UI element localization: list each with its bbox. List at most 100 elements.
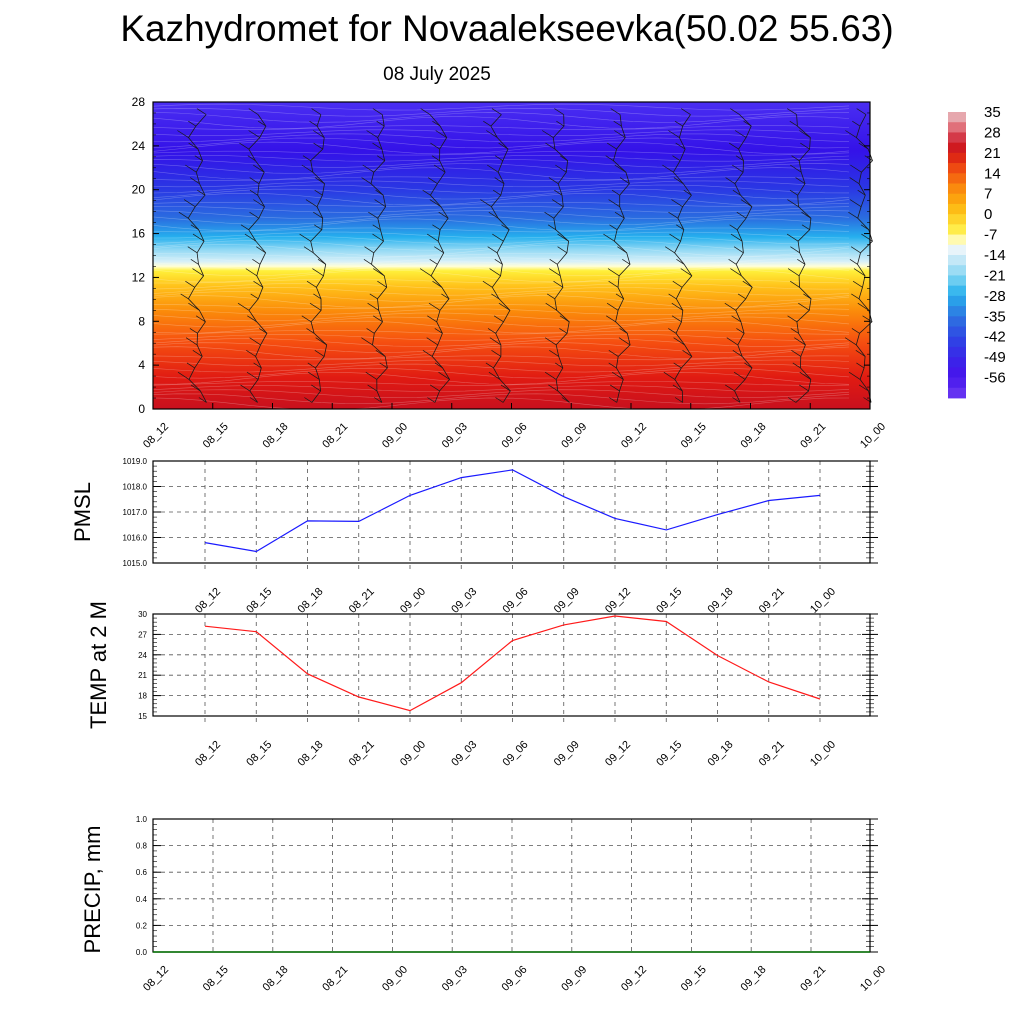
y-tick-label: 18 [138,692,147,701]
contour-line [152,116,850,129]
wind-barb-feather [619,328,628,334]
wind-barb-feather [849,177,860,184]
wind-barb-feather [249,189,258,196]
wind-barb-feather [615,293,624,300]
wind-barb-feather [432,224,441,230]
wind-barb-feather [309,302,322,311]
wind-barb-feather [852,120,861,127]
wind-barb-feather [864,155,873,161]
y-tick-label: 1.0 [136,815,148,824]
wind-barb-feather [787,315,798,323]
wind-barb-feather [373,315,383,323]
colorbar-label: -21 [984,267,1006,284]
wind-barb-feather [791,155,800,161]
wind-barb-staff [795,114,812,403]
chart-title: Kazhydromet for Novaalekseevka(50.02 55.… [120,8,894,49]
wind-barb-feather [189,328,198,334]
wind-barb-feather [786,233,799,242]
x-tick-label: 08_21 [320,421,350,451]
wind-barb-feather [849,259,858,265]
y-tick-label: 20 [132,183,146,197]
wind-barb-feather [857,189,866,196]
wind-barb-feather [367,384,378,392]
wind-barb-feather [314,350,325,357]
contour-line [152,184,850,194]
wind-barb-feather [188,142,199,150]
wind-barb-feather [375,350,386,357]
contour-line [152,385,850,392]
wind-barb-feather [683,189,692,196]
wind-barb-feather [253,199,265,207]
wind-barb-feather [801,224,810,230]
wind-barb-feather [311,384,321,392]
wind-barb-feather [489,337,502,346]
wind-barb-feather [185,280,195,288]
wind-barb-feather [433,164,446,173]
wind-barb-feather [561,397,570,403]
wind-barb-feather [672,155,681,161]
wind-barb-feather [314,189,323,196]
contour-line [152,176,850,182]
wind-barb-feather [498,302,511,311]
wind-barb-feather [549,350,559,357]
colorbar-swatch [948,152,966,164]
wind-barb-feather [427,397,436,403]
panel-frame [152,613,871,717]
y-tick-label: 15 [138,712,147,721]
x-tick-label: 09_00 [398,739,428,769]
wind-barb-feather [190,224,199,230]
x-tick-label: 09_06 [501,586,531,616]
wind-barb-feather [732,350,743,357]
wind-barb-feather [671,302,683,311]
wind-barb-feather [618,337,631,346]
wind-barb-feather [725,177,736,184]
contour-line [152,286,850,296]
contour-line [152,253,850,258]
wind-barb-feather [428,302,441,311]
wind-barb-feather [488,371,501,380]
wind-barb-feather [485,362,494,369]
wind-barb-feather [674,120,683,127]
wind-barb-feather [441,293,450,300]
contour-line [152,257,849,264]
wind-barb-feather [799,130,811,138]
wind-barb-feather [498,142,509,150]
wind-barb-feather [610,108,621,115]
x-tick-label: 08_15 [201,964,231,994]
wind-barb-feather [559,328,568,334]
y-tick-label: 28 [132,95,146,109]
wind-barb-feather [542,130,554,138]
wind-barb-feather [845,130,857,138]
x-tick-label: 09_00 [398,586,428,616]
contour-line [152,320,850,334]
y-tick-label: 27 [138,630,147,639]
colorbar-swatch [948,214,966,225]
contour-line [152,393,850,405]
y-tick-label: 0.2 [136,921,148,930]
temperature-field [153,102,870,409]
wind-barb-feather [681,108,691,115]
wind-barb-feather [607,142,617,150]
colorbar-label: -56 [984,370,1006,387]
y-tick-label: 0 [138,402,145,416]
x-tick-label: 08_15 [244,586,274,616]
contour-line [152,112,850,123]
contour-line [152,304,850,310]
x-tick-label: 09_00 [380,421,410,451]
wind-barb-feather [299,233,311,242]
wind-barb-feather [730,108,740,115]
wind-barb-feather [673,177,684,184]
x-tick-label: 09_21 [757,739,787,769]
wind-barb-feather [794,337,806,346]
wind-barb-feather [372,142,383,150]
temperature-colorbar: 35 28 21 14 7 0 -7 -14 -21 -28 -35 -42 -49 -56 [948,104,1006,399]
wind-barb-feather [376,155,385,161]
wind-barb-feather [430,384,440,392]
wind-barb-feather [790,328,799,334]
wind-barb-feather [240,384,250,392]
wind-barb-feather [194,155,203,161]
wind-barb-feather [853,268,866,277]
x-tick-label: 09_03 [449,739,479,769]
x-tick-label: 09_18 [739,421,769,451]
wind-barb-feather [674,397,683,403]
